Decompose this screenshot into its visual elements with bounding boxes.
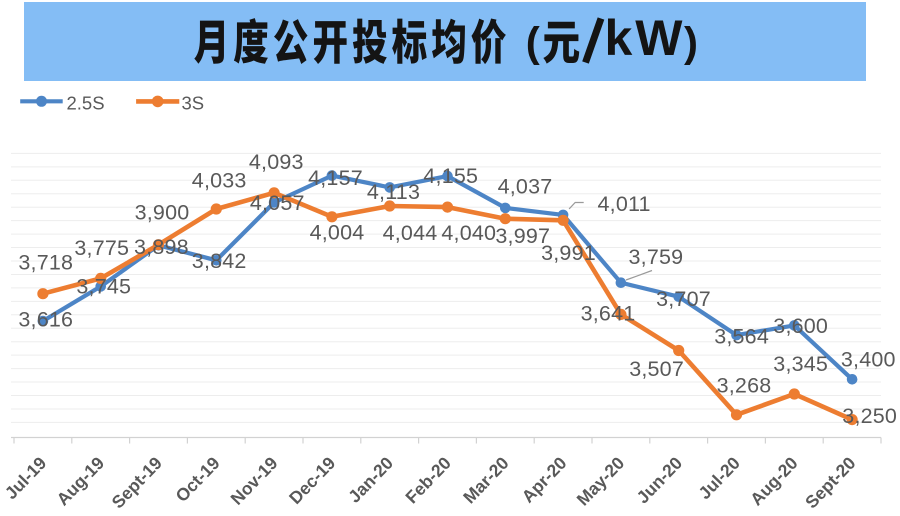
svg-text:4,113: 4,113 — [367, 180, 420, 204]
svg-text:3,991: 3,991 — [541, 241, 596, 265]
svg-text:4,040: 4,040 — [441, 221, 496, 245]
svg-text:4,057: 4,057 — [250, 191, 305, 215]
svg-text:4,037: 4,037 — [498, 175, 553, 199]
svg-text:4,155: 4,155 — [423, 164, 478, 188]
svg-text:3,268: 3,268 — [717, 374, 772, 398]
svg-text:3,600: 3,600 — [773, 314, 828, 338]
svg-text:3S: 3S — [182, 92, 205, 113]
svg-text:4,157: 4,157 — [308, 166, 363, 190]
svg-text:3,641: 3,641 — [581, 302, 636, 326]
svg-text:4,044: 4,044 — [383, 221, 438, 245]
svg-text:2.5S: 2.5S — [67, 92, 105, 113]
svg-text:(: ( — [526, 19, 540, 66]
svg-text:4,093: 4,093 — [249, 150, 304, 174]
svg-text:3,718: 3,718 — [18, 251, 73, 275]
svg-text:kW: kW — [605, 10, 686, 66]
svg-text:4,004: 4,004 — [310, 221, 365, 245]
svg-text:): ) — [684, 19, 698, 66]
svg-text:3,400: 3,400 — [841, 348, 896, 372]
svg-text:3,842: 3,842 — [192, 249, 247, 273]
svg-text:3,745: 3,745 — [76, 275, 131, 299]
svg-text:3,997: 3,997 — [495, 224, 550, 248]
svg-text:3,900: 3,900 — [135, 201, 190, 225]
svg-text:3,345: 3,345 — [773, 352, 828, 376]
svg-text:3,507: 3,507 — [629, 357, 684, 381]
svg-text:3,250: 3,250 — [842, 404, 897, 428]
svg-text:3,759: 3,759 — [628, 245, 683, 269]
svg-text:3,564: 3,564 — [714, 325, 769, 349]
svg-text:3,898: 3,898 — [134, 235, 189, 259]
svg-text:4,011: 4,011 — [597, 192, 650, 216]
svg-text:3,616: 3,616 — [18, 308, 73, 332]
svg-text:3,707: 3,707 — [656, 287, 711, 311]
svg-text:4,033: 4,033 — [192, 169, 247, 193]
svg-text:3,775: 3,775 — [74, 236, 129, 260]
